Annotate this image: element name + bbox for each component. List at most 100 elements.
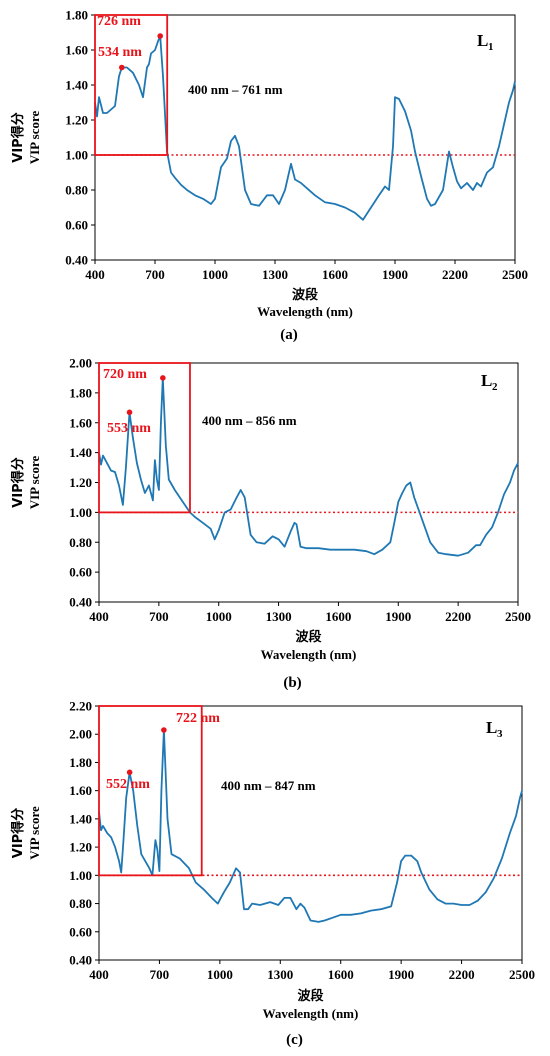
chart2-corner-label-main: L (481, 371, 492, 390)
chart3-vip-line (98, 729, 523, 923)
chart1-y-tick-label: 1.40 (65, 78, 88, 93)
chart3-y-tick-label: 1.80 (69, 755, 92, 770)
chart1-x-axis-title-cn: 波段 (292, 287, 318, 303)
chart1-panel-label: (a) (280, 327, 298, 343)
chart3-y-tick-label: 1.00 (69, 868, 92, 883)
chart3-x-tick-label: 2200 (449, 967, 475, 982)
chart1-x-tick-label: 1900 (382, 267, 408, 282)
chart2-x-tick-label: 400 (89, 609, 109, 624)
chart1-peak-marker (157, 33, 163, 39)
chart1-peak-marker (119, 64, 125, 71)
chart2-y-tick-label: 0.80 (69, 535, 92, 550)
chart3-y-tick-label: 1.40 (69, 811, 92, 826)
chart3-y-tick-label: 2.20 (69, 699, 92, 714)
chart3-x-tick-label: 700 (150, 967, 170, 982)
chart1-y-tick-label: 1.20 (65, 113, 88, 128)
chart3-x-tick-label: 2500 (509, 967, 535, 982)
chart1-y-axis-title: VIP score (27, 110, 42, 164)
chart3-peak-label: 552 nm (106, 777, 150, 792)
chart3-x-tick-label: 400 (89, 967, 109, 982)
chart1-highlight-box (94, 14, 169, 156)
chart1-peak-label: 726 nm (97, 14, 141, 29)
chart1-x-tick-label: 2500 (502, 267, 528, 282)
chart2-x-tick-label: 1000 (206, 609, 232, 624)
chart2-y-tick-label: 1.20 (69, 475, 92, 490)
chart3-range-annotation: 400 nm – 847 nm (221, 778, 316, 793)
chart2-y-tick-label: 0.60 (69, 565, 92, 580)
chart2-x-axis-title-cn: 波段 (295, 629, 321, 645)
chart3-x-tick-label: 1600 (328, 967, 354, 982)
chart1-peak-label: 534 nm (98, 45, 142, 60)
chart1-x-tick-label: 2200 (442, 267, 468, 282)
chart3-highlight-box (98, 705, 203, 877)
chart3-corner-label-main: L (486, 718, 497, 737)
chart2-y-axis-title-cn: VIP得分 (10, 457, 26, 507)
chart2-y-tick-label: 1.40 (69, 445, 92, 460)
chart3-x-tick-label: 1000 (207, 967, 233, 982)
chart2-range-annotation: 400 nm – 856 nm (202, 413, 297, 428)
chart1-x-tick-label: 1600 (322, 267, 348, 282)
chart2: 0.40 0.60 0.80 1.00 1.20 1.40 1.60 1.80 2.00 400 7… (10, 356, 531, 692)
chart3-y-tick-label: 1.60 (69, 783, 92, 798)
chart2-y-tick-label: 1.00 (69, 505, 92, 520)
chart2-x-tick-label: 1600 (325, 609, 351, 624)
chart2-x-tick-label: 1300 (266, 609, 292, 624)
chart3-panel-label: (c) (286, 1032, 303, 1048)
chart3-y-tick-label: 1.20 (69, 840, 92, 855)
chart2-x-axis-title: Wavelength (nm) (261, 647, 357, 662)
chart3-peak-marker (161, 727, 167, 733)
chart3-x-axis-title: Wavelength (nm) (263, 1006, 359, 1021)
chart3-x-tick-label: 1300 (267, 967, 293, 982)
chart3-y-axis-title-cn: VIP得分 (10, 808, 26, 858)
chart2-peak-marker (160, 375, 166, 381)
chart2-vip-line (98, 376, 519, 557)
chart2-peak-label: 553 nm (107, 421, 151, 436)
chart3-y-tick-label: 0.80 (69, 896, 92, 911)
chart3-y-tick-label: 0.60 (69, 924, 92, 939)
chart2-highlight-box (98, 362, 191, 514)
chart1-plot-area (94, 14, 516, 261)
chart3-corner-label-sub: 3 (497, 728, 503, 740)
chart3-y-tick-label: 0.40 (69, 953, 92, 968)
chart1: 0.40 0.60 0.80 1.00 1.20 1.40 1.60 1.80 400 700 10… (10, 8, 528, 344)
chart2-x-tick-label: 1900 (385, 609, 411, 624)
chart2-y-tick-label: 0.40 (69, 595, 92, 610)
chart3-x-axis-title-cn: 波段 (297, 988, 323, 1004)
chart2-x-tick-label: 700 (149, 609, 169, 624)
chart1-y-tick-label: 1.00 (65, 148, 88, 163)
chart2-x-tick-label: 2500 (505, 609, 531, 624)
chart2-y-tick-label: 2.00 (69, 356, 92, 371)
chart2-peak-label: 720 nm (103, 367, 147, 382)
chart1-y-axis-title-cn: VIP得分 (10, 112, 26, 162)
chart1-y-tick-label: 1.80 (65, 8, 88, 23)
chart1-corner-label-sub: 1 (488, 41, 494, 53)
chart2-y-tick-label: 1.80 (69, 385, 92, 400)
chart2-panel-label: (b) (283, 675, 301, 691)
chart1-x-tick-label: 1300 (262, 267, 288, 282)
chart3-y-axis-title: VIP score (27, 806, 42, 860)
chart3-x-tick-label: 1900 (388, 967, 414, 982)
chart3: 0.40 0.60 0.80 1.00 1.20 1.40 1.60 1.80 2.00 2.20… (10, 699, 535, 1049)
chart2-x-tick-label: 2200 (445, 609, 471, 624)
chart1-y-tick-label: 0.60 (65, 218, 88, 233)
chart1-vip-line (94, 35, 516, 221)
chart1-x-tick-label: 700 (145, 267, 165, 282)
chart3-y-tick-label: 2.00 (69, 727, 92, 742)
chart1-y-tick-label: 0.80 (65, 183, 88, 198)
chart2-y-axis-title: VIP score (27, 455, 42, 509)
chart2-y-tick-label: 1.60 (69, 415, 92, 430)
chart1-range-annotation: 400 nm – 761 nm (188, 82, 283, 97)
chart1-corner-label-main: L (477, 31, 488, 50)
chart1-y-tick-label: 1.60 (65, 43, 88, 58)
chart3-peak-label: 722 nm (176, 711, 220, 726)
chart2-peak-marker (126, 409, 133, 416)
chart1-y-tick-label: 0.40 (65, 253, 88, 268)
chart2-corner-label-sub: 2 (492, 381, 498, 393)
chart1-x-tick-label: 1000 (202, 267, 228, 282)
chart3-peak-marker (126, 769, 133, 776)
chart1-x-tick-label: 400 (85, 267, 105, 282)
